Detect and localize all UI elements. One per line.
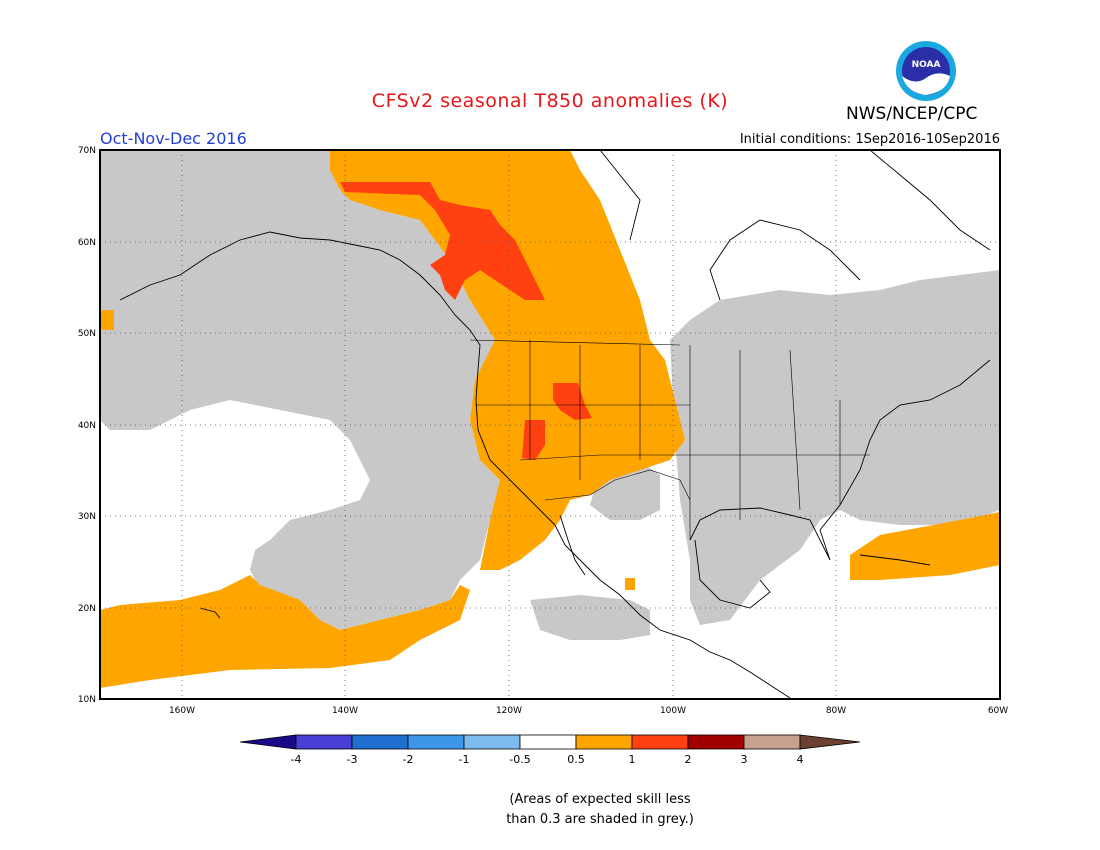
lon-label: 60W [988,706,1008,716]
legend-label: 2 [685,753,692,766]
red-region-wyoming [553,383,592,420]
orange-region-pacific-subtropics [100,575,470,688]
season-label: Oct-Nov-Dec 2016 [100,129,247,148]
grey-region-northwest [100,150,500,630]
orange-region-west-north-america [330,150,685,570]
grey-region-east [670,270,1000,625]
lat-label: 30N [78,512,96,522]
skill-note-line1: (Areas of expected skill less [509,792,691,807]
initial-conditions-label: Initial conditions: 1Sep2016-10Sep2016 [739,132,1000,147]
legend-swatch [407,734,465,750]
red-region-nevada [522,420,545,460]
map-frame [99,149,1001,700]
lon-label: 120W [496,706,522,716]
legend-swatch [743,734,801,750]
skill-note: (Areas of expected skill less than 0.3 a… [470,790,730,830]
legend-label: -0.5 [509,753,530,766]
legend-label: -1 [459,753,470,766]
lat-label: 60N [78,238,96,248]
grey-region-mexico [530,595,650,640]
skill-note-line2: than 0.3 are shaded in grey.) [506,812,694,827]
lon-label: 140W [332,706,358,716]
legend-swatch [687,734,745,750]
legend-swatch [631,734,689,750]
orange-region-atlantic [850,512,1000,580]
logo-text: NOAA [912,60,941,70]
state-borders [469,339,870,540]
legend-label: 4 [797,753,804,766]
legend-label: -4 [291,753,302,766]
lat-label: 40N [78,421,96,431]
legend-label: -2 [403,753,414,766]
legend-label: 0.5 [567,753,585,766]
orange-patch-mexico [625,578,635,590]
legend-swatch [575,734,633,750]
agency-label: NWS/NCEP/CPC [846,104,978,124]
legend-label: 3 [741,753,748,766]
legend-swatch [295,734,353,750]
lon-label: 80W [826,706,846,716]
lat-label: 10N [78,695,96,705]
legend-swatch [519,734,577,750]
orange-patch-pacific-edge [100,310,114,330]
legend-swatch [463,734,521,750]
red-region-canada [340,182,545,300]
lat-label: 70N [78,146,96,156]
lon-label: 160W [169,706,195,716]
legend-label: 1 [629,753,636,766]
legend-swatch [351,734,409,750]
lat-label: 50N [78,329,96,339]
graticule [100,150,1000,699]
lat-label: 20N [78,604,96,614]
legend-label: -3 [347,753,358,766]
legend-arrow-right [799,734,861,750]
noaa-logo: NOAA [896,41,956,101]
lon-label: 100W [660,706,686,716]
color-legend [239,734,861,750]
map-title: CFSv2 seasonal T850 anomalies (K) [371,90,729,112]
legend-arrow-left [239,734,297,750]
